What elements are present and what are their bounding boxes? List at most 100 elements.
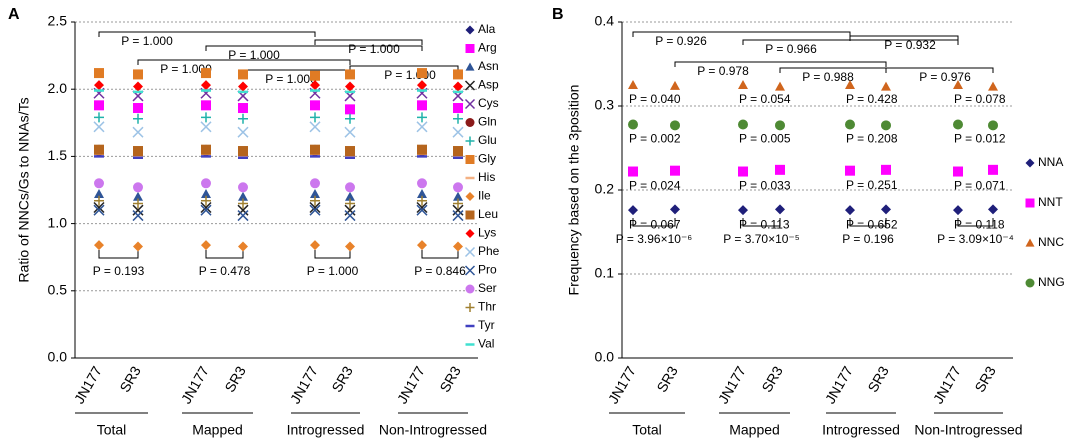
p-value: P = 0.846 — [414, 264, 466, 278]
legend-label: Cys — [478, 96, 499, 110]
marker — [238, 69, 248, 80]
p-value: P = 0.478 — [199, 264, 251, 278]
marker — [465, 136, 475, 146]
marker — [133, 182, 143, 193]
marker — [93, 121, 105, 133]
marker — [201, 144, 211, 155]
legend-label: NNA — [1038, 155, 1063, 169]
marker — [738, 119, 748, 130]
marker — [238, 198, 248, 209]
legend-label: Arg — [478, 41, 497, 55]
bracket — [742, 218, 781, 227]
marker — [345, 104, 355, 115]
marker — [201, 112, 211, 123]
legend-label: Pro — [478, 263, 497, 277]
marker — [238, 191, 248, 201]
marker — [345, 146, 355, 157]
p-value: P = 0.208 — [846, 132, 898, 146]
marker — [881, 164, 891, 175]
marker — [465, 155, 475, 164]
legend-label: Glu — [478, 133, 497, 147]
marker — [417, 178, 427, 189]
marker — [345, 241, 355, 252]
marker — [953, 205, 963, 216]
marker — [453, 81, 463, 92]
marker — [775, 204, 785, 215]
legend-label: Ala — [478, 22, 496, 36]
marker — [845, 165, 855, 176]
bracket — [421, 250, 459, 259]
marker — [310, 80, 320, 91]
marker — [94, 189, 104, 199]
marker — [345, 191, 355, 201]
legend-label: His — [478, 170, 495, 184]
marker — [738, 205, 748, 216]
p-value: P = 0.113 — [739, 217, 790, 231]
marker — [237, 204, 249, 216]
p-value: P = 0.033 — [739, 179, 791, 193]
marker — [417, 112, 427, 123]
p-value: P = 0.926 — [655, 34, 707, 48]
y-tick-label: 0.1 — [595, 265, 615, 281]
marker — [133, 69, 143, 80]
marker — [670, 80, 680, 90]
marker — [670, 120, 680, 131]
marker — [465, 210, 475, 220]
marker — [453, 146, 463, 157]
marker — [133, 103, 143, 114]
marker — [453, 113, 463, 124]
legend-label: NNT — [1038, 195, 1063, 209]
marker — [953, 119, 963, 130]
p-value: P = 1.000 — [228, 48, 280, 62]
marker — [417, 100, 427, 111]
x-tick-label: JN177 — [715, 363, 749, 406]
bracket — [314, 39, 423, 45]
legend-label: Tyr — [478, 318, 495, 332]
bracket — [849, 218, 887, 227]
group-label: Mapped — [729, 422, 780, 438]
marker — [417, 80, 427, 91]
marker — [201, 189, 211, 199]
bracket — [98, 31, 316, 37]
x-tick-label: SR3 — [221, 363, 249, 395]
x-tick-label: JN177 — [71, 363, 105, 406]
p-value: P = 0.002 — [629, 132, 681, 146]
p-value: P = 0.071 — [954, 179, 1006, 193]
legend-label: NNC — [1038, 235, 1064, 249]
panel-label: A — [8, 6, 20, 23]
p-value: P = 0.005 — [739, 132, 791, 146]
marker — [94, 80, 104, 91]
x-tick-label: JN177 — [287, 363, 321, 406]
marker — [416, 201, 428, 214]
marker — [94, 112, 104, 123]
group-label: Total — [632, 422, 662, 438]
p-value: P = 3.70×10⁻⁵ — [723, 232, 800, 246]
marker — [453, 191, 463, 201]
marker — [738, 80, 748, 89]
marker — [93, 204, 105, 216]
legend-label: Gly — [478, 152, 496, 166]
p-value: P = 0.988 — [802, 70, 854, 84]
legend-label: NNG — [1038, 275, 1065, 289]
marker — [417, 144, 427, 155]
marker — [453, 198, 463, 209]
x-tick-label: SR3 — [436, 363, 464, 395]
x-tick-label: SR3 — [864, 363, 892, 395]
marker — [310, 195, 320, 206]
marker — [200, 204, 212, 216]
x-tick-label: SR3 — [328, 363, 356, 395]
marker — [465, 118, 475, 127]
marker — [465, 284, 475, 294]
marker — [845, 119, 855, 130]
group-label: Introgressed — [287, 422, 365, 438]
marker — [953, 166, 963, 177]
x-tick-label: JN177 — [394, 363, 428, 406]
marker — [345, 69, 355, 80]
bracket — [674, 61, 887, 67]
marker — [344, 126, 356, 138]
marker — [1025, 238, 1035, 247]
marker — [738, 166, 748, 177]
legend-label: Val — [478, 337, 494, 351]
marker — [1025, 198, 1035, 208]
x-tick-label: JN177 — [822, 363, 856, 406]
